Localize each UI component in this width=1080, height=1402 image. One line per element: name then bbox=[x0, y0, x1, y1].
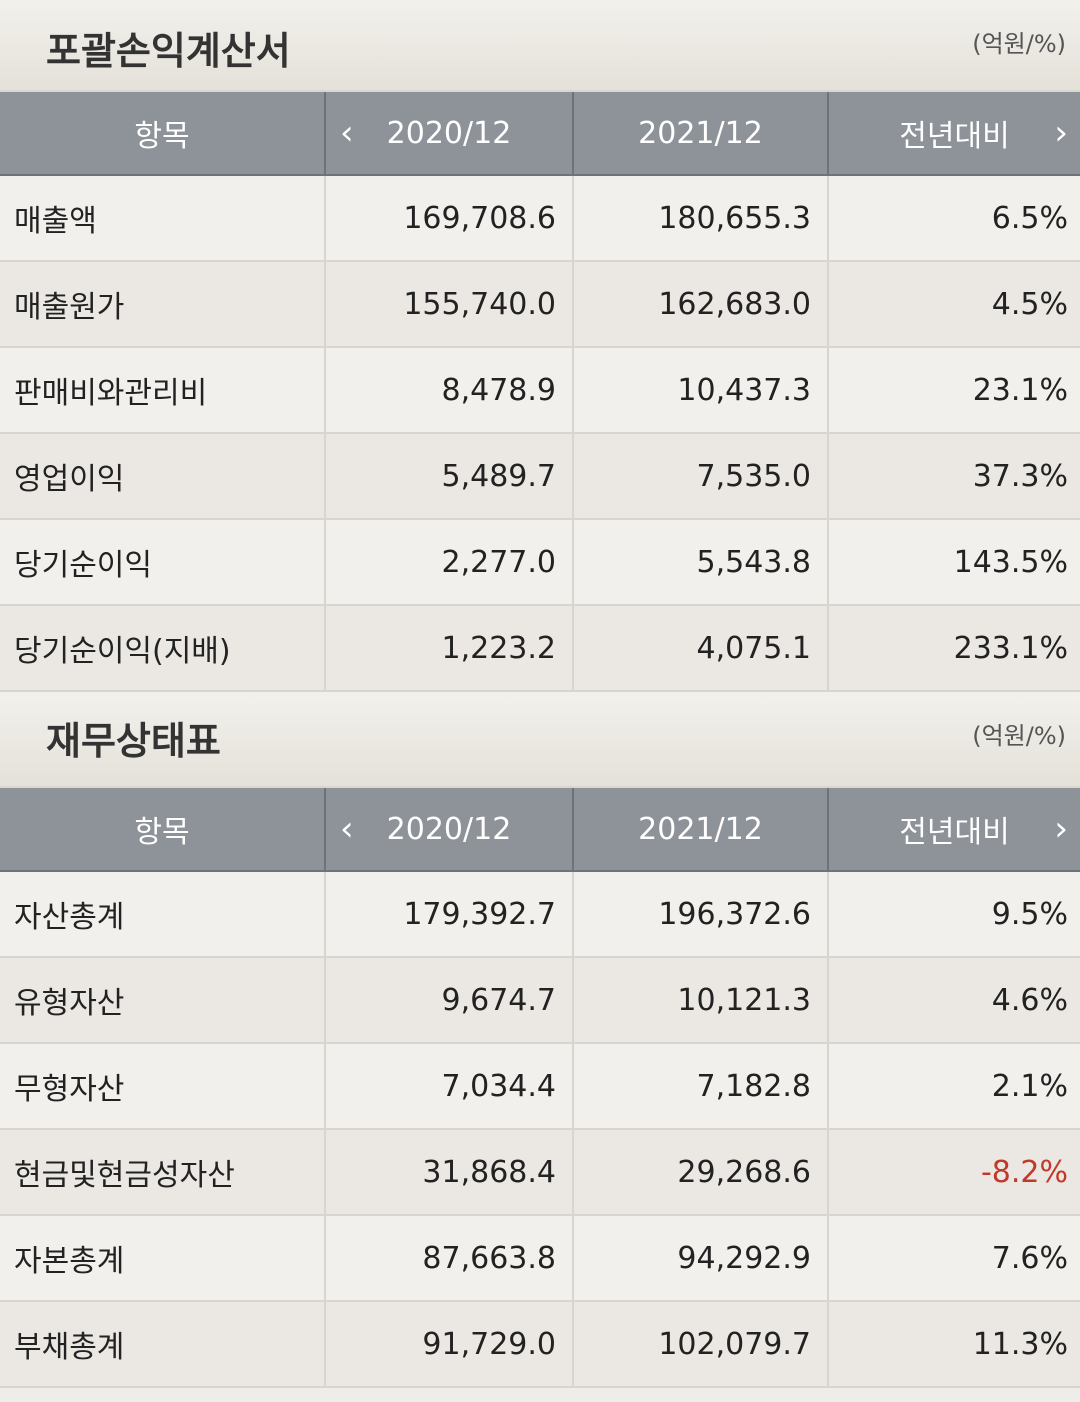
row-label: 당기순이익(지배) bbox=[0, 605, 325, 692]
value-2020: 155,740.0 bbox=[324, 261, 573, 348]
table-header-row: 항목 ‹ 2020/12 2021/12 전년대비 › bbox=[0, 92, 1080, 176]
value-yoy: 9.5% bbox=[827, 871, 1080, 958]
column-header-yoy: 전년대비 › bbox=[827, 92, 1080, 176]
income-statement-unit: (억원/%) bbox=[972, 30, 1066, 58]
row-label: 매출액 bbox=[0, 175, 325, 262]
table-header-row: 항목 ‹ 2020/12 2021/12 전년대비 › bbox=[0, 788, 1080, 872]
table-row: 자본총계 87,663.8 94,292.9 7.6% bbox=[0, 1215, 1080, 1302]
bottom-strip bbox=[0, 1388, 1080, 1402]
row-label: 부채총계 bbox=[0, 1301, 325, 1388]
chevron-left-icon[interactable]: ‹ bbox=[340, 113, 354, 153]
column-header-item: 항목 bbox=[0, 788, 325, 872]
balance-sheet-header: 재무상태표 (억원/%) bbox=[0, 692, 1080, 788]
table-row: 현금및현금성자산 31,868.4 29,268.6 -8.2% bbox=[0, 1129, 1080, 1216]
value-yoy: 143.5% bbox=[827, 519, 1080, 606]
value-yoy: 23.1% bbox=[827, 347, 1080, 434]
table-row: 매출원가 155,740.0 162,683.0 4.5% bbox=[0, 261, 1080, 348]
value-2021: 94,292.9 bbox=[572, 1215, 828, 1302]
value-2020: 87,663.8 bbox=[324, 1215, 573, 1302]
value-yoy: 2.1% bbox=[827, 1043, 1080, 1130]
table-row: 당기순이익(지배) 1,223.2 4,075.1 233.1% bbox=[0, 605, 1080, 692]
row-label: 매출원가 bbox=[0, 261, 325, 348]
column-header-2020: ‹ 2020/12 bbox=[324, 788, 573, 872]
value-2020: 8,478.9 bbox=[324, 347, 573, 434]
value-2021: 196,372.6 bbox=[572, 871, 828, 958]
table-row: 영업이익 5,489.7 7,535.0 37.3% bbox=[0, 433, 1080, 520]
value-yoy: 6.5% bbox=[827, 175, 1080, 262]
value-2020: 2,277.0 bbox=[324, 519, 573, 606]
value-2021: 4,075.1 bbox=[572, 605, 828, 692]
value-2020: 5,489.7 bbox=[324, 433, 573, 520]
table-row: 무형자산 7,034.4 7,182.8 2.1% bbox=[0, 1043, 1080, 1130]
column-header-item: 항목 bbox=[0, 92, 325, 176]
value-yoy: 37.3% bbox=[827, 433, 1080, 520]
value-yoy: 11.3% bbox=[827, 1301, 1080, 1388]
value-2020: 169,708.6 bbox=[324, 175, 573, 262]
column-header-2020: ‹ 2020/12 bbox=[324, 92, 573, 176]
value-yoy: 7.6% bbox=[827, 1215, 1080, 1302]
value-2021: 7,182.8 bbox=[572, 1043, 828, 1130]
table-row: 판매비와관리비 8,478.9 10,437.3 23.1% bbox=[0, 347, 1080, 434]
column-header-2021: 2021/12 bbox=[572, 92, 828, 176]
income-statement-table: 항목 ‹ 2020/12 2021/12 전년대비 › 매출액 169,708.… bbox=[0, 92, 1080, 692]
value-yoy: 233.1% bbox=[827, 605, 1080, 692]
row-label: 현금및현금성자산 bbox=[0, 1129, 325, 1216]
balance-sheet-unit: (억원/%) bbox=[972, 722, 1066, 750]
chevron-right-icon[interactable]: › bbox=[1054, 809, 1068, 849]
row-label: 자산총계 bbox=[0, 871, 325, 958]
value-2020: 91,729.0 bbox=[324, 1301, 573, 1388]
table-row: 부채총계 91,729.0 102,079.7 11.3% bbox=[0, 1301, 1080, 1388]
value-2021: 180,655.3 bbox=[572, 175, 828, 262]
chevron-left-icon[interactable]: ‹ bbox=[340, 809, 354, 849]
value-yoy: 4.6% bbox=[827, 957, 1080, 1044]
value-2021: 10,437.3 bbox=[572, 347, 828, 434]
balance-sheet-title: 재무상태표 bbox=[46, 719, 221, 763]
column-header-2021: 2021/12 bbox=[572, 788, 828, 872]
value-2021: 7,535.0 bbox=[572, 433, 828, 520]
value-2020: 1,223.2 bbox=[324, 605, 573, 692]
value-2021: 102,079.7 bbox=[572, 1301, 828, 1388]
value-2021: 10,121.3 bbox=[572, 957, 828, 1044]
value-2021: 162,683.0 bbox=[572, 261, 828, 348]
row-label: 무형자산 bbox=[0, 1043, 325, 1130]
value-yoy: 4.5% bbox=[827, 261, 1080, 348]
row-label: 자본총계 bbox=[0, 1215, 325, 1302]
value-2020: 31,868.4 bbox=[324, 1129, 573, 1216]
chevron-right-icon[interactable]: › bbox=[1054, 113, 1068, 153]
value-2021: 29,268.6 bbox=[572, 1129, 828, 1216]
income-statement-header: 포괄손익계산서 (억원/%) bbox=[0, 0, 1080, 92]
value-2020: 7,034.4 bbox=[324, 1043, 573, 1130]
table-row: 당기순이익 2,277.0 5,543.8 143.5% bbox=[0, 519, 1080, 606]
row-label: 판매비와관리비 bbox=[0, 347, 325, 434]
row-label: 유형자산 bbox=[0, 957, 325, 1044]
table-row: 매출액 169,708.6 180,655.3 6.5% bbox=[0, 175, 1080, 262]
value-2020: 179,392.7 bbox=[324, 871, 573, 958]
balance-sheet-table: 항목 ‹ 2020/12 2021/12 전년대비 › 자산총계 179,392… bbox=[0, 788, 1080, 1388]
value-2020: 9,674.7 bbox=[324, 957, 573, 1044]
row-label: 당기순이익 bbox=[0, 519, 325, 606]
table-row: 유형자산 9,674.7 10,121.3 4.6% bbox=[0, 957, 1080, 1044]
value-2021: 5,543.8 bbox=[572, 519, 828, 606]
row-label: 영업이익 bbox=[0, 433, 325, 520]
table-row: 자산총계 179,392.7 196,372.6 9.5% bbox=[0, 871, 1080, 958]
column-header-yoy: 전년대비 › bbox=[827, 788, 1080, 872]
value-yoy-negative: -8.2% bbox=[827, 1129, 1080, 1216]
income-statement-title: 포괄손익계산서 bbox=[46, 29, 291, 73]
